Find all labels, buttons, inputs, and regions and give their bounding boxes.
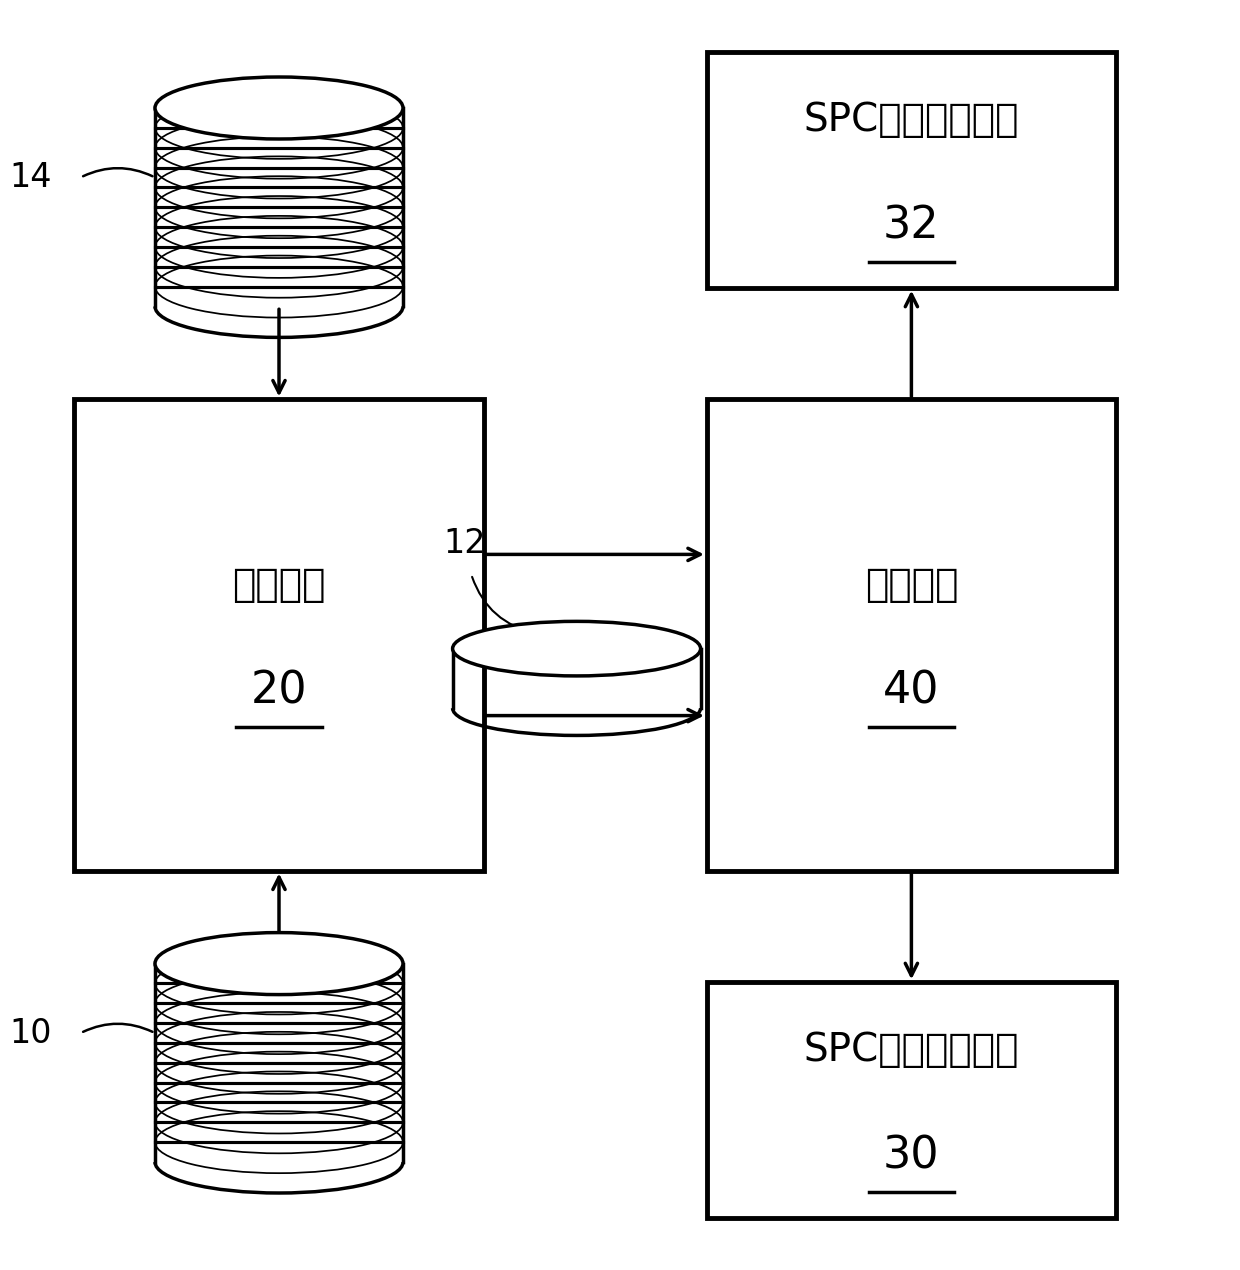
Ellipse shape xyxy=(155,77,403,138)
Text: 14: 14 xyxy=(10,161,52,194)
Bar xyxy=(453,649,701,709)
Text: 10: 10 xyxy=(10,1016,52,1049)
Text: 测量机台: 测量机台 xyxy=(864,566,959,605)
Text: 32: 32 xyxy=(883,204,940,248)
Bar xyxy=(707,399,1116,871)
Bar xyxy=(155,964,403,1162)
Text: 12: 12 xyxy=(444,527,486,560)
Text: 30: 30 xyxy=(883,1134,940,1177)
Text: 40: 40 xyxy=(883,669,940,712)
Text: 工序机台: 工序机台 xyxy=(232,566,326,605)
Ellipse shape xyxy=(155,932,403,994)
Bar xyxy=(155,108,403,306)
Bar xyxy=(707,982,1116,1218)
Text: SPC离线机台监控: SPC离线机台监控 xyxy=(804,102,1019,140)
Text: 20: 20 xyxy=(250,669,308,712)
Text: SPC线上工序监控: SPC线上工序监控 xyxy=(804,1031,1019,1069)
Ellipse shape xyxy=(453,621,701,676)
Bar xyxy=(74,399,484,871)
Bar xyxy=(707,52,1116,288)
